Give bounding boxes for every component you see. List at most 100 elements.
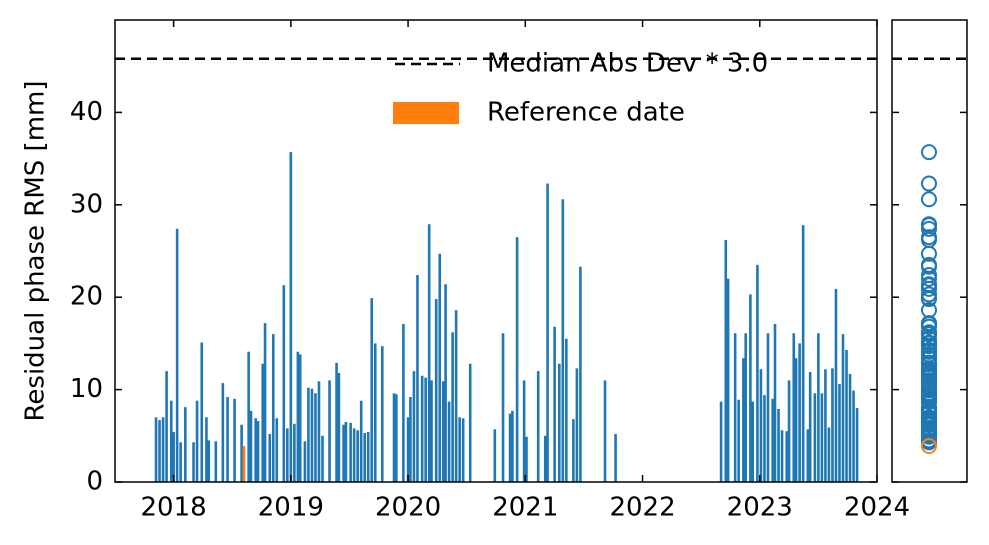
bar — [195, 400, 199, 482]
bar — [749, 294, 752, 482]
bar — [282, 285, 286, 482]
legend-label: Reference date — [487, 98, 685, 128]
bar — [254, 418, 257, 482]
bar — [756, 264, 759, 482]
bar — [808, 372, 812, 482]
bar — [366, 432, 370, 482]
x-tick-label: 2023 — [727, 493, 793, 523]
bar — [214, 441, 218, 482]
bar — [771, 398, 774, 482]
bar — [845, 349, 848, 482]
bar — [603, 380, 607, 482]
bar — [777, 409, 780, 482]
x-tick-label: 2021 — [492, 493, 558, 523]
bar — [785, 431, 789, 482]
bar — [733, 333, 737, 482]
bar — [207, 440, 211, 482]
bar — [831, 368, 834, 482]
distribution-point — [921, 400, 937, 417]
y-tick-label: 10 — [70, 374, 103, 404]
bar — [175, 228, 179, 482]
bar — [806, 429, 810, 482]
bar — [441, 381, 445, 482]
bar — [352, 428, 356, 482]
bar — [420, 375, 424, 482]
bar — [268, 433, 272, 482]
x-tick-label: 2024 — [844, 493, 910, 523]
bar — [409, 396, 412, 482]
bar — [744, 333, 748, 482]
distribution-point — [921, 376, 937, 393]
legend-swatch — [393, 102, 459, 124]
bar — [289, 152, 293, 482]
bar — [438, 253, 442, 482]
bar — [798, 343, 801, 482]
bar — [444, 284, 447, 482]
distribution-point — [921, 419, 937, 436]
plot-frame — [114, 19, 878, 483]
bar — [261, 363, 265, 482]
bar — [286, 428, 289, 482]
bar — [525, 436, 528, 482]
bar — [824, 369, 827, 482]
bar — [154, 417, 158, 482]
bar — [344, 421, 348, 482]
distribution-point — [921, 144, 937, 161]
bar — [536, 371, 540, 482]
x-tick-label: 2020 — [375, 493, 441, 523]
bar — [395, 394, 398, 482]
distribution-point — [921, 326, 937, 343]
bar — [792, 333, 796, 482]
distribution-point — [921, 256, 937, 273]
bar — [402, 323, 405, 482]
bar — [543, 435, 547, 482]
bar — [293, 423, 296, 482]
bar — [335, 362, 338, 482]
bar — [424, 377, 427, 482]
bar — [447, 401, 451, 482]
bar — [575, 368, 579, 482]
y-axis-label: Residual phase RMS [mm] — [21, 81, 51, 422]
bar — [817, 333, 820, 482]
bar — [427, 224, 431, 483]
bar — [553, 326, 556, 482]
plot-frame — [891, 19, 968, 483]
x-tick-label: 2019 — [258, 493, 324, 523]
bar — [766, 333, 770, 482]
bar — [412, 371, 416, 482]
bar — [852, 390, 855, 482]
bar — [172, 432, 175, 482]
bar — [515, 237, 519, 482]
bar — [179, 442, 182, 482]
bar — [848, 373, 852, 482]
bar — [461, 418, 465, 482]
bar — [263, 323, 267, 482]
bar — [430, 380, 433, 482]
bar — [359, 400, 363, 482]
bar — [501, 333, 505, 482]
bar — [296, 351, 300, 482]
bar — [158, 420, 161, 482]
bar — [356, 430, 359, 482]
bar — [349, 422, 352, 482]
distribution-point — [921, 315, 937, 332]
bar — [773, 323, 777, 482]
distribution-point — [921, 280, 937, 297]
bar — [271, 334, 275, 482]
bar — [434, 299, 438, 482]
bar — [337, 372, 341, 482]
legend-label: Median Abs Dev * 3.0 — [487, 49, 768, 79]
bar — [363, 433, 367, 482]
bar — [572, 419, 575, 482]
bar — [855, 408, 859, 482]
bar — [780, 430, 784, 482]
bar — [380, 346, 384, 482]
bar — [522, 380, 526, 482]
bar — [406, 417, 410, 482]
bar — [751, 401, 755, 482]
distribution-point — [921, 382, 937, 399]
bar — [169, 400, 173, 482]
bar — [827, 427, 831, 482]
bar — [451, 332, 454, 482]
